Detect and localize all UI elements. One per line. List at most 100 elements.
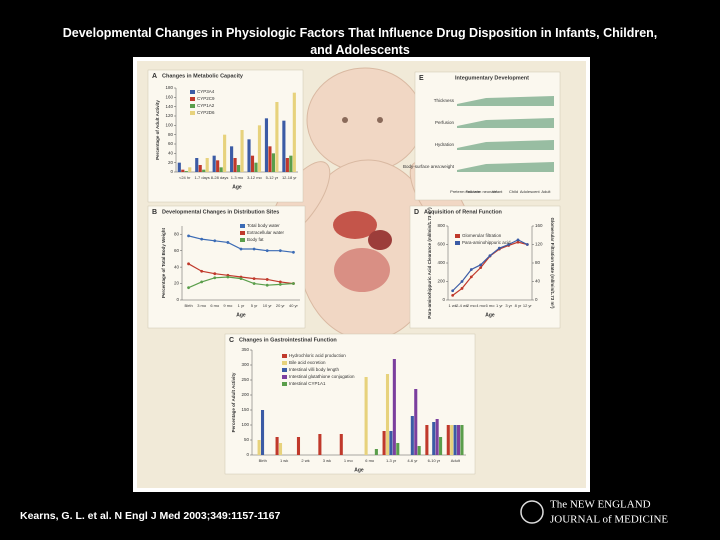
- row-label: Body-surface area:weight: [403, 164, 455, 169]
- x-tick-label: 1 yr: [238, 303, 245, 308]
- x-tick-label: 3 wk: [323, 458, 331, 463]
- point: [239, 247, 243, 251]
- bar: [396, 443, 400, 455]
- bar: [177, 162, 181, 172]
- point: [200, 280, 204, 284]
- y2-axis-label: Glomerular Filtration Rate (ml/min/1.73 …: [550, 217, 555, 309]
- panel-background: [414, 71, 561, 201]
- point: [187, 286, 190, 290]
- legend-label: Hydrochloric acid production: [289, 353, 346, 358]
- panel-letter: B: [152, 209, 157, 216]
- legend-swatch: [240, 224, 245, 228]
- bar: [385, 374, 390, 455]
- x-tick-label: 1 mo: [344, 458, 354, 463]
- legend-swatch: [190, 97, 195, 101]
- point: [213, 239, 217, 243]
- column-label: Full-term neonate: [466, 189, 498, 194]
- x-tick-label: 1-7 days: [194, 175, 209, 180]
- legend-swatch: [455, 234, 460, 238]
- logo-top: The NEW ENGLAND: [550, 499, 651, 511]
- row-band: [457, 96, 554, 106]
- x-tick-label: 20 yr: [276, 303, 286, 308]
- y-tick-label: 0: [176, 297, 179, 302]
- point: [265, 283, 269, 287]
- point: [469, 275, 473, 279]
- point: [516, 238, 520, 242]
- x-tick-label: 9 mo: [223, 303, 233, 308]
- panel-letter: C: [229, 337, 234, 344]
- bar: [292, 92, 296, 172]
- y-tick-label: 20: [168, 160, 174, 165]
- bar: [275, 102, 279, 172]
- bar: [275, 437, 279, 455]
- y-tick-label: 350: [241, 347, 249, 352]
- bar: [271, 153, 275, 172]
- y2-tick-label: 120: [535, 242, 543, 247]
- x-tick-label: <24 hr: [179, 175, 191, 180]
- bar: [233, 158, 237, 172]
- legend-swatch: [190, 90, 195, 94]
- point: [479, 266, 483, 270]
- bar: [435, 419, 439, 455]
- bar: [374, 449, 378, 455]
- y-tick-label: 40: [174, 264, 180, 269]
- x-tick-label: 3-12 mo: [247, 175, 262, 180]
- column-label: Adolescent: [520, 189, 541, 194]
- panel-letter: D: [414, 209, 419, 216]
- bar: [382, 431, 386, 455]
- x-tick-label: 6 mo: [365, 458, 375, 463]
- bar: [205, 158, 209, 172]
- y-axis-label: Percentage of Total Body Weight: [161, 227, 166, 298]
- x-tick-label: 2 wk: [301, 458, 309, 463]
- bar: [257, 440, 261, 455]
- bar: [195, 158, 199, 172]
- point: [200, 237, 204, 241]
- point: [200, 269, 204, 273]
- x-tick-label: 4-6 yr: [407, 458, 418, 463]
- logo-seal: [520, 500, 544, 524]
- x-tick-label: 3 mo: [197, 303, 207, 308]
- panel-letter: A: [152, 73, 157, 80]
- y-tick-label: 80: [168, 132, 174, 137]
- bar: [460, 425, 464, 455]
- y-tick-label: 120: [165, 113, 173, 118]
- y-tick-label: 160: [165, 95, 173, 100]
- x-axis-label: Age: [232, 184, 242, 190]
- legend-label: CYP2D6: [197, 110, 215, 115]
- bar: [216, 160, 220, 172]
- bar: [268, 146, 272, 172]
- point: [451, 289, 455, 293]
- y-tick-label: 800: [437, 223, 445, 228]
- x-axis-label: Age: [236, 312, 246, 318]
- y2-tick-label: 40: [535, 279, 541, 284]
- legend-label: Intestinal villi body length: [289, 367, 340, 372]
- y-tick-label: 400: [437, 260, 445, 265]
- point: [460, 287, 464, 290]
- bar: [339, 434, 343, 455]
- y-tick-label: 140: [165, 104, 173, 109]
- x-tick-label: 4 mo: [476, 303, 486, 308]
- legend-swatch: [240, 238, 245, 242]
- point: [278, 249, 282, 253]
- point: [278, 282, 282, 286]
- y2-tick-label: 0: [535, 297, 538, 302]
- bar: [446, 425, 450, 455]
- legend-label: CYP3A4: [197, 89, 215, 94]
- bar: [432, 422, 436, 455]
- bar: [223, 134, 227, 172]
- panel-title: Acquisition of Renal Function: [424, 209, 503, 215]
- x-tick-label: 8-28 days: [211, 175, 229, 180]
- y-tick-label: 60: [174, 248, 180, 253]
- point: [265, 278, 269, 281]
- point: [488, 254, 492, 257]
- x-tick-label: 1-3 yr: [386, 458, 397, 463]
- panel-title: Changes in Metabolic Capacity: [162, 73, 244, 79]
- legend-swatch: [282, 361, 287, 365]
- x-axis-label: Age: [485, 312, 495, 318]
- legend-label: CYP1A2: [197, 103, 215, 108]
- row-band: [457, 118, 554, 128]
- y-tick-label: 200: [437, 279, 445, 284]
- x-tick-label: 40 yr: [289, 303, 299, 308]
- bar: [417, 446, 421, 455]
- bar: [212, 155, 216, 172]
